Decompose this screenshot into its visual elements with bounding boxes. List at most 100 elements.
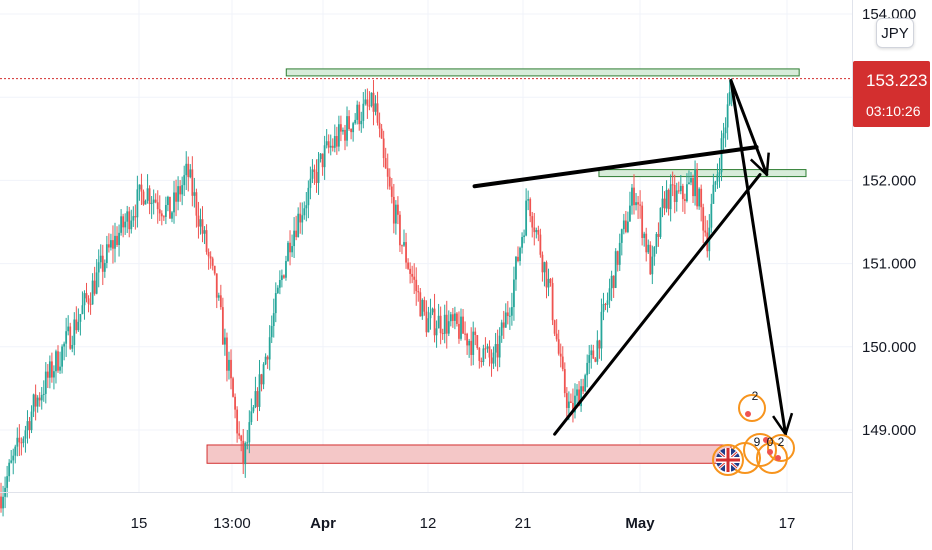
candle-body [722, 133, 725, 139]
candle-body [309, 178, 312, 188]
candle-body [61, 346, 63, 367]
candle-body [224, 337, 226, 345]
candle-body [620, 229, 623, 243]
candle-body [637, 202, 639, 205]
candle-body [496, 344, 499, 358]
currency-label: JPY [881, 24, 909, 42]
event-marker-top[interactable]: 2 [738, 389, 766, 422]
candle-body [702, 207, 705, 231]
currency-badge[interactable]: JPY [876, 18, 914, 48]
candle-body [397, 204, 399, 215]
event-dot-icon [763, 437, 769, 443]
candle-body [726, 104, 729, 128]
trend-line[interactable] [729, 79, 788, 436]
candle-body [42, 393, 45, 395]
candle-body [154, 199, 157, 203]
candle-body [555, 333, 558, 340]
candle-body [156, 202, 159, 210]
candle-body [449, 314, 452, 322]
candle-body [478, 347, 481, 361]
trend-line[interactable] [472, 145, 759, 189]
event-marker-row[interactable]: 9 0 2 [729, 433, 795, 474]
candle-body [321, 153, 324, 168]
candle-body [508, 315, 511, 317]
candle-body [211, 258, 214, 266]
candle-body [278, 279, 281, 288]
candle-body [445, 314, 448, 334]
candle-body [411, 273, 414, 277]
candle-body [510, 307, 513, 316]
candle-body [519, 247, 521, 262]
candle-body [718, 172, 721, 175]
candle-body [523, 235, 525, 238]
candle-body [238, 433, 241, 436]
candle-body [299, 213, 302, 223]
candle-body [468, 340, 471, 346]
candle-body [427, 318, 430, 333]
candle-body [193, 192, 196, 196]
candle-body [118, 232, 120, 245]
trend-line[interactable] [553, 173, 762, 436]
arrow-head-icon [772, 412, 794, 436]
candle-body [346, 116, 348, 141]
candle-body [112, 240, 114, 249]
time-tick-label: 15 [131, 515, 148, 532]
candle-body [199, 219, 202, 227]
candle-body [419, 292, 422, 317]
event-dot-icon [775, 455, 781, 461]
candle-body [203, 230, 206, 234]
time-tick-label: Apr [310, 515, 336, 532]
candle-body [177, 186, 179, 202]
candle-body [205, 230, 208, 252]
candle-body [97, 262, 100, 273]
candle-body [462, 316, 464, 334]
support-zone[interactable] [206, 444, 732, 464]
candle-body [500, 322, 503, 336]
candle-body [358, 104, 361, 125]
candle-body [246, 442, 249, 444]
candle-body [189, 169, 192, 178]
candle-body [103, 262, 106, 272]
time-axis[interactable]: 15 13:00 Apr 12 21 May 17 [0, 492, 852, 533]
candle-body [639, 204, 642, 206]
resistance-zone[interactable] [598, 169, 807, 178]
candle-body [401, 245, 403, 247]
candle-body [40, 394, 43, 401]
candle-body [160, 213, 163, 217]
candle-body [488, 346, 491, 358]
candle-body [425, 311, 428, 333]
candle-body [517, 256, 519, 262]
candle-body [645, 233, 648, 253]
resistance-zone[interactable] [285, 68, 800, 77]
candle-body [28, 421, 31, 431]
event-dot-icon [767, 449, 773, 455]
time-tick-label: May [625, 515, 655, 532]
candle-body [675, 190, 678, 202]
candle-body [329, 145, 332, 148]
candle-body [331, 145, 334, 148]
candle-body [197, 215, 200, 227]
candle-body [667, 189, 670, 210]
candle-body [594, 358, 597, 362]
candle-body [142, 191, 145, 205]
candle-body [213, 265, 216, 274]
last-price-value: 153.223 [866, 71, 928, 90]
candle-body [653, 247, 656, 257]
candle-body [352, 123, 355, 133]
candle-body [655, 233, 658, 248]
candle-body [287, 242, 289, 262]
candle-body [490, 357, 493, 364]
price-tick-label: 151.000 [862, 256, 916, 273]
candle-body [415, 279, 418, 292]
candle-body [681, 185, 684, 200]
candle-body [32, 394, 35, 412]
event-bubble-icon [767, 434, 795, 462]
price-tick-label: 149.000 [862, 422, 916, 439]
economic-events[interactable]: 2 9 0 2 [712, 389, 795, 476]
candle-body [376, 103, 379, 123]
candle-body [370, 92, 373, 106]
candle-body [669, 184, 672, 210]
trend-line[interactable] [729, 79, 769, 177]
uk-flag-icon[interactable] [712, 444, 744, 476]
